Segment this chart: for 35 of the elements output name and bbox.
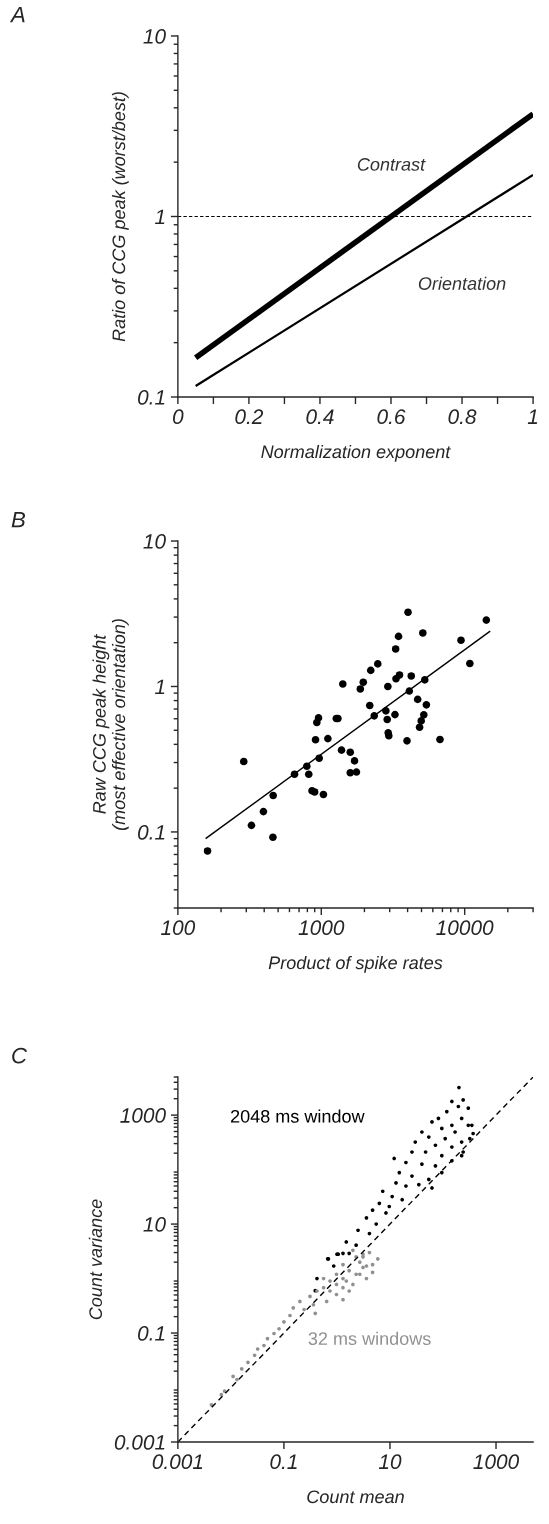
x-tick-label: 0.2	[235, 409, 264, 425]
x-tick-label: 1000	[473, 1454, 520, 1470]
y-tick-label: 10	[143, 1217, 166, 1232]
x-tick-label: 0.8	[448, 409, 477, 425]
x-tick-label: 0.1	[270, 1454, 297, 1470]
x-tick-label: 10	[378, 1454, 402, 1470]
chart-title: A	[9, 6, 25, 23]
x-tick-label: 0.4	[306, 409, 334, 425]
x-tick-label: 10000	[436, 920, 494, 936]
x-tick-label: 1000	[298, 920, 345, 936]
chart-title: B	[11, 511, 26, 528]
series-label: Orientation	[418, 276, 506, 290]
series-label: 32 ms windows	[308, 1331, 431, 1346]
y-tick-label: 0.001	[114, 1435, 165, 1450]
text: 2048 ms window	[231, 1109, 365, 1123]
y-tick-label: 0.1	[138, 1326, 165, 1341]
chart-title: C	[12, 1047, 28, 1064]
y-axis-title: Raw CCG peak height (most effective orientation)	[92, 619, 129, 831]
y-tick-label: 1	[155, 679, 165, 695]
x-tick-label: 1	[527, 409, 538, 424]
y-tick-label: 10	[143, 28, 166, 44]
y-tick-label: 10	[143, 534, 166, 549]
y-axis-title: Ratio of CCG peak (worst/best)	[111, 92, 129, 342]
y-tick-label: 1	[155, 209, 165, 225]
x-tick-label: 100	[161, 920, 196, 936]
y-axis-title: Count variance	[88, 1199, 103, 1320]
series-label: Contrast	[357, 158, 426, 171]
y-tick-label: 0.1	[138, 390, 165, 405]
x-axis-title: Count mean	[307, 1490, 404, 1504]
y-tick-label: 1000	[120, 1108, 166, 1123]
x-tick-label: 0	[172, 409, 184, 425]
x-axis-title: Product of spike rates	[268, 955, 443, 973]
x-axis-title: Normalization exponent	[261, 444, 451, 462]
x-tick-label: 0.6	[377, 409, 406, 425]
y-tick-label: 0.1	[138, 824, 165, 840]
